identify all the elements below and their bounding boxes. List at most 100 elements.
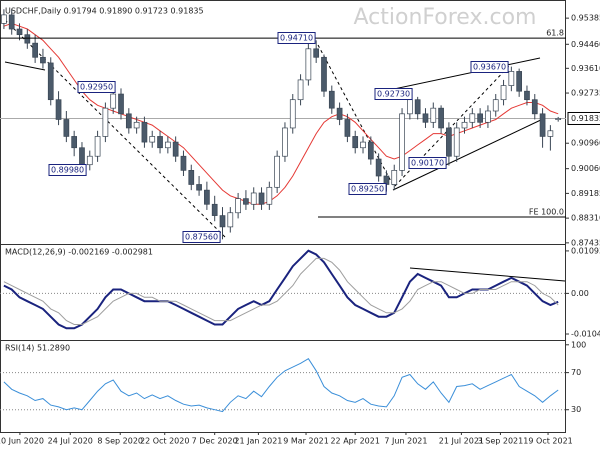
series-line: [3, 358, 559, 413]
price-annotation: 0.89250: [351, 185, 384, 194]
candle-body: [133, 121, 140, 129]
candle-body: [399, 113, 405, 171]
candle-body: [375, 158, 382, 177]
candle-body: [367, 141, 374, 160]
candle-body: [204, 189, 210, 205]
level-label: 61.8: [546, 29, 564, 38]
candle-body: [266, 186, 273, 205]
channel-line: [392, 117, 546, 191]
series-line: [3, 249, 559, 330]
candle-body: [55, 99, 62, 120]
price-annotation: 0.94710: [280, 34, 313, 43]
candle-body: [243, 198, 249, 205]
annotation-box: [48, 164, 87, 176]
candle-body: [47, 62, 54, 101]
y-tick-label: 0.89185: [571, 189, 600, 198]
candle-body: [414, 99, 421, 115]
y-tick-label: 30: [571, 405, 581, 414]
price-annotation: 0.89980: [51, 166, 84, 175]
level-label: FE 100.0: [529, 207, 564, 216]
trendline: [317, 44, 394, 186]
candle-body: [321, 56, 327, 92]
y-tick-label: 0.010935: [571, 246, 600, 255]
x-tick-label: 3 Sep 2021: [478, 437, 524, 446]
candle-body: [211, 203, 218, 216]
candle-body: [477, 113, 483, 123]
x-tick-label: 19 Oct 2021: [523, 437, 572, 446]
candle-body: [250, 192, 257, 205]
candle-body: [227, 212, 234, 228]
candle-body: [282, 127, 288, 157]
candle-body: [289, 99, 296, 129]
candle-body: [32, 42, 38, 58]
candle-body: [485, 110, 491, 123]
y-tick-label: 0.92735: [571, 89, 600, 98]
trendline: [394, 64, 511, 187]
annotation-box: [182, 231, 221, 243]
candle-body: [555, 118, 562, 120]
candle-body: [344, 119, 351, 137]
candle-body: [1, 14, 7, 24]
candle-body: [328, 90, 335, 109]
candle-body: [164, 141, 171, 149]
price-annotation: 0.93670: [473, 63, 506, 72]
candle-body: [24, 34, 31, 44]
candle-body: [352, 136, 359, 149]
price-annotation: 0.90170: [411, 159, 444, 168]
x-tick-label: 8 Sep 2020: [97, 437, 143, 446]
candle-body: [297, 79, 304, 101]
candle-body: [188, 170, 195, 185]
candle-body: [63, 119, 70, 137]
series-line: [3, 22, 559, 205]
candle-body: [446, 127, 452, 157]
y-tick-label: 0.95385: [571, 14, 600, 23]
annotation-box: [348, 183, 387, 195]
trendline: [4, 61, 46, 71]
candle-body: [430, 107, 437, 123]
price-annotation: 0.92730: [377, 90, 410, 99]
candle-body: [141, 121, 148, 143]
x-tick-label: 22 Oct 2020: [140, 437, 189, 446]
candle-body: [274, 155, 280, 188]
series-line: [3, 257, 559, 325]
candle-body: [40, 56, 46, 64]
x-tick-label: 7 Jun 2021: [384, 437, 427, 446]
x-tick-label: 21 Jan 2021: [234, 437, 282, 446]
candle-body: [461, 121, 468, 129]
annotation-box: [374, 88, 413, 100]
annotation-box: [277, 32, 316, 44]
candle-body: [438, 107, 444, 129]
last-price-box: [567, 111, 600, 125]
candle-body: [313, 48, 320, 58]
watermark: ActionForex.com: [354, 5, 537, 30]
candle-body: [516, 71, 523, 92]
channel-line: [379, 57, 541, 93]
candle-body: [453, 127, 460, 157]
x-tick-label: 22 Apr 2021: [330, 437, 379, 446]
last-price-label: 0.91835: [571, 114, 600, 123]
candle-body: [258, 192, 265, 205]
y-tick-label: 0.00: [571, 289, 589, 298]
candle-body: [196, 184, 202, 191]
price-annotation: 0.87560: [185, 233, 218, 242]
candle-body: [149, 136, 156, 143]
candle-body: [407, 99, 413, 115]
y-tick-label: 70: [571, 368, 581, 377]
candle-body: [547, 130, 554, 137]
candle-body: [118, 93, 124, 115]
candle-body: [71, 136, 78, 149]
candle-body: [391, 170, 398, 185]
candle-body: [305, 48, 312, 81]
candle-body: [492, 99, 499, 112]
candle-body: [157, 136, 163, 149]
x-tick-label: 24 Jul 2020: [48, 437, 93, 446]
candle-body: [508, 71, 515, 86]
candle-body: [531, 99, 538, 115]
candle-body: [8, 14, 15, 30]
candle-body: [86, 155, 93, 166]
